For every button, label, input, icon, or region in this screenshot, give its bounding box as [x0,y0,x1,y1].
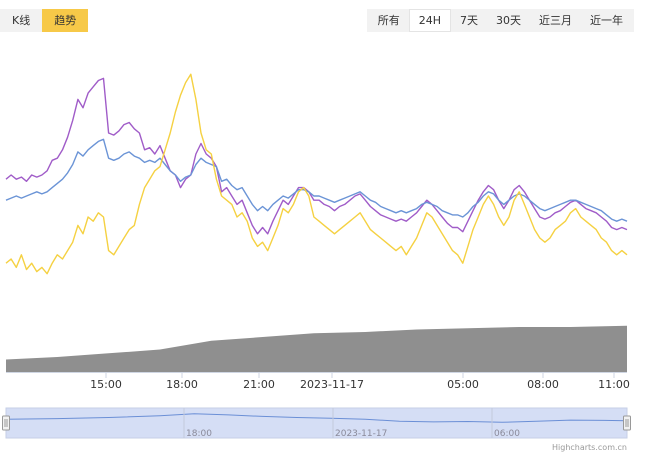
navigator[interactable]: 18:00 2023-11-17 06:00 [2,407,631,439]
x-tick-label: 08:00 [527,378,559,391]
range-7d[interactable]: 7天 [460,14,478,27]
volume-fill [6,325,627,372]
range-1y[interactable]: 近一年 [590,14,623,27]
highcharts-credit[interactable]: Highcharts.com.cn [552,443,627,452]
navigator-tick-label: 18:00 [186,429,212,439]
x-tick-label: 2023-11-17 [300,378,364,391]
x-tick-label: 15:00 [90,378,122,391]
x-tick-label: 21:00 [243,378,275,391]
series-line-yellow [5,73,628,275]
navigator-tick-label: 2023-11-17 [335,429,387,439]
range-30d[interactable]: 30天 [496,14,521,27]
tab-trend[interactable]: 趋势 [42,9,89,32]
series-line-purple [5,77,628,235]
range-tabs: 所有 24H 7天 30天 近三月 近一年 [366,9,634,32]
mode-tabs: K线 趋势 [0,9,89,32]
x-tick-label: 05:00 [447,378,479,391]
plot-area [5,73,628,275]
series-line-blue [5,138,628,222]
navigator-handle-right[interactable] [623,415,631,431]
navigator-mask[interactable] [5,407,628,439]
navigator-tick-label: 06:00 [494,429,520,439]
x-tick-label: 18:00 [166,378,198,391]
tab-kline[interactable]: K线 [0,9,43,32]
navigator-series-line [5,413,628,423]
volume-area [6,325,627,372]
navigator-handle-left[interactable] [2,415,10,431]
range-24h[interactable]: 24H [408,9,451,32]
range-3m[interactable]: 近三月 [539,14,572,27]
x-tick-label: 11:00 [598,378,630,391]
x-axis: 15:00 18:00 21:00 2023-11-17 05:00 08:00 11:00 [6,372,630,391]
range-all[interactable]: 所有 [377,14,400,27]
